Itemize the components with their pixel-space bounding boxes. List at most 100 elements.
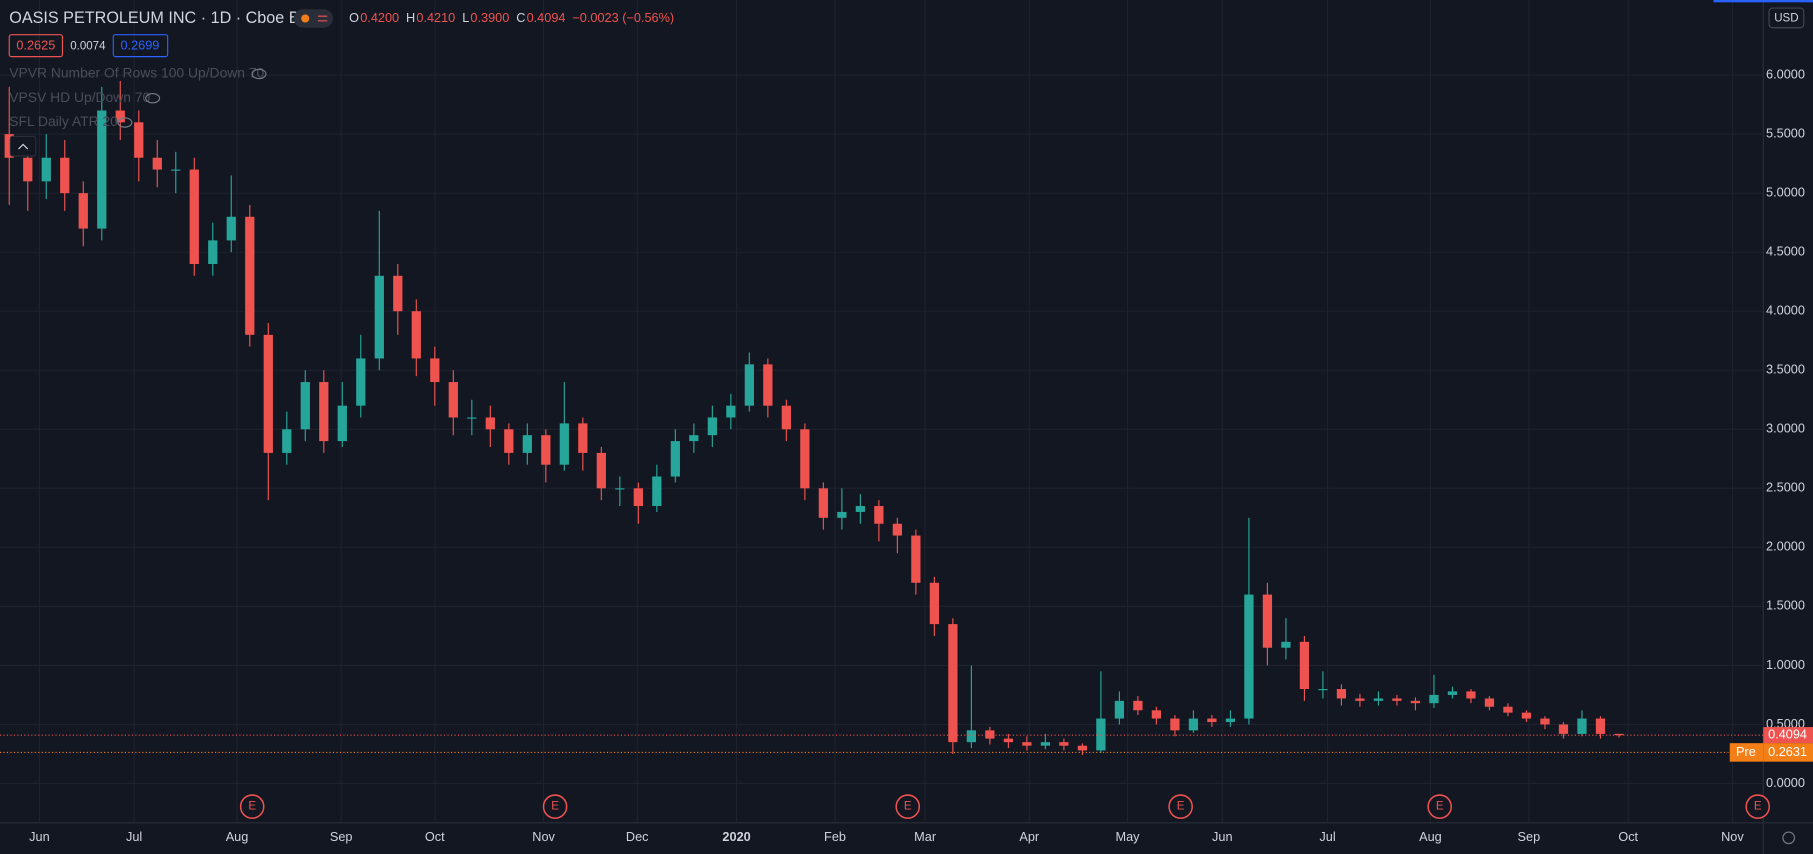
pre-box	[1729, 743, 1764, 762]
earnings-marker[interactable]	[1745, 794, 1771, 819]
earnings-marker[interactable]	[1427, 794, 1452, 819]
candle-body	[744, 364, 754, 406]
candle-body	[763, 364, 773, 406]
candle-body	[1410, 700, 1421, 704]
candle-body	[1040, 742, 1051, 746]
candle-body	[41, 157, 51, 182]
y-tick-label: 5.5000	[1766, 125, 1805, 140]
candle-body	[1466, 691, 1476, 699]
candle-body	[1484, 698, 1495, 707]
x-tick-label: Jun	[1212, 829, 1232, 844]
indicator-label[interactable]: VPVR Number Of Rows 100 Up/Down 70	[9, 65, 264, 81]
candle-body	[1558, 724, 1569, 734]
bid-box[interactable]	[8, 34, 64, 58]
candle-body	[1022, 742, 1032, 746]
candle-body	[652, 476, 662, 507]
candle-body	[337, 405, 347, 442]
candle-body	[633, 488, 643, 507]
candle-body	[1244, 594, 1254, 719]
candle-body	[1096, 718, 1106, 751]
ask: 0.2699	[120, 38, 159, 53]
candle-body	[1447, 691, 1458, 695]
candle-body	[596, 452, 606, 489]
collapse-icon	[18, 143, 29, 150]
x-tick-label: Nov	[1721, 829, 1744, 844]
earnings-marker[interactable]	[542, 794, 568, 819]
x-tick-label: Sep	[1518, 829, 1541, 844]
candle-body	[1059, 742, 1069, 746]
candle-body	[1114, 700, 1125, 719]
x-tick-label: Feb	[824, 829, 846, 844]
candle-body	[911, 535, 921, 583]
x-tick-label: Jun	[29, 829, 49, 844]
candle-body	[670, 441, 680, 477]
x-tick-label: 2020	[722, 829, 750, 844]
x-tick-label: Dec	[626, 829, 649, 844]
candle-body	[411, 311, 421, 359]
symbol-title: OASIS PETROLEUM INC · 1D · Cboe BZX	[9, 9, 320, 27]
earnings-marker[interactable]	[239, 794, 265, 819]
overlay: 0.00000.50001.00001.50002.00002.50003.00…	[0, 66, 1813, 844]
earnings-label: E	[1436, 801, 1444, 813]
candle-body	[615, 488, 625, 490]
candle-body	[115, 110, 125, 123]
ohlc-legend: O 0.4200 H 0.4210 L 0.3900 C 0.4094 −0.0023 (−0.…	[349, 10, 674, 25]
candle-body	[189, 169, 199, 264]
ohlc-key: O	[349, 10, 359, 25]
candle-body	[356, 358, 366, 406]
candle-body	[319, 382, 329, 442]
ohlc-key: H	[406, 10, 415, 25]
indicator-label[interactable]: SFL Daily ATR 20	[9, 113, 118, 129]
ask-box[interactable]	[112, 34, 169, 58]
top-accent	[1713, 0, 1813, 3]
x-tick-label: Mar	[914, 829, 937, 844]
collapse-button[interactable]	[9, 135, 37, 157]
candle-body	[78, 193, 88, 229]
currency-box[interactable]	[1768, 7, 1805, 29]
earnings-marker[interactable]	[895, 794, 921, 819]
candle-body	[874, 506, 884, 524]
last-price-label: 0.4094	[1768, 727, 1807, 742]
candle-body	[1281, 641, 1291, 648]
y-tick-label: 6.0000	[1766, 66, 1805, 81]
candle-body	[1392, 698, 1402, 701]
candle-body	[60, 157, 70, 194]
y-tick-label: 3.0000	[1766, 421, 1805, 436]
candle-body	[97, 110, 107, 229]
settings-icon[interactable]	[1782, 831, 1796, 845]
candle-body	[800, 429, 810, 489]
earnings-label: E	[1177, 801, 1185, 813]
x-tick-label: May	[1116, 829, 1141, 844]
candle-body	[522, 435, 532, 453]
candle-body	[300, 382, 310, 430]
change: −0.0023 (−0.56%)	[572, 10, 674, 25]
hide-icon[interactable]	[251, 68, 267, 80]
indicator-label[interactable]: VPSV HD Up/Down 70	[9, 89, 150, 105]
candle-body	[1595, 718, 1606, 734]
candle-body	[1429, 694, 1439, 704]
x-tick-label: Nov	[532, 829, 555, 844]
hide-icon[interactable]	[145, 93, 161, 104]
candle-body	[948, 624, 958, 743]
y-tick-label: 1.5000	[1766, 598, 1805, 613]
candle-body	[707, 417, 717, 436]
spread: 0.0074	[70, 40, 106, 52]
y-tick-label: 2.5000	[1766, 480, 1805, 495]
ohlc-key: L	[462, 10, 469, 25]
x-tick-label: Apr	[1019, 829, 1040, 844]
candle-body	[1299, 641, 1310, 690]
y-tick-label: 4.5000	[1766, 244, 1805, 259]
pre-price-label: 0.2631	[1768, 744, 1807, 759]
candle-body	[1503, 706, 1513, 713]
candle-body	[1521, 712, 1532, 719]
hide-icon[interactable]	[117, 117, 133, 128]
candle-body	[152, 157, 162, 170]
candle-body	[1540, 718, 1550, 725]
earnings-label: E	[1754, 801, 1762, 813]
earnings-marker[interactable]	[1168, 794, 1193, 819]
candle-body	[1614, 733, 1624, 736]
candle-body	[855, 506, 865, 512]
candle-body	[1318, 689, 1328, 691]
candle-body	[1225, 718, 1236, 723]
candle-body	[448, 382, 458, 418]
